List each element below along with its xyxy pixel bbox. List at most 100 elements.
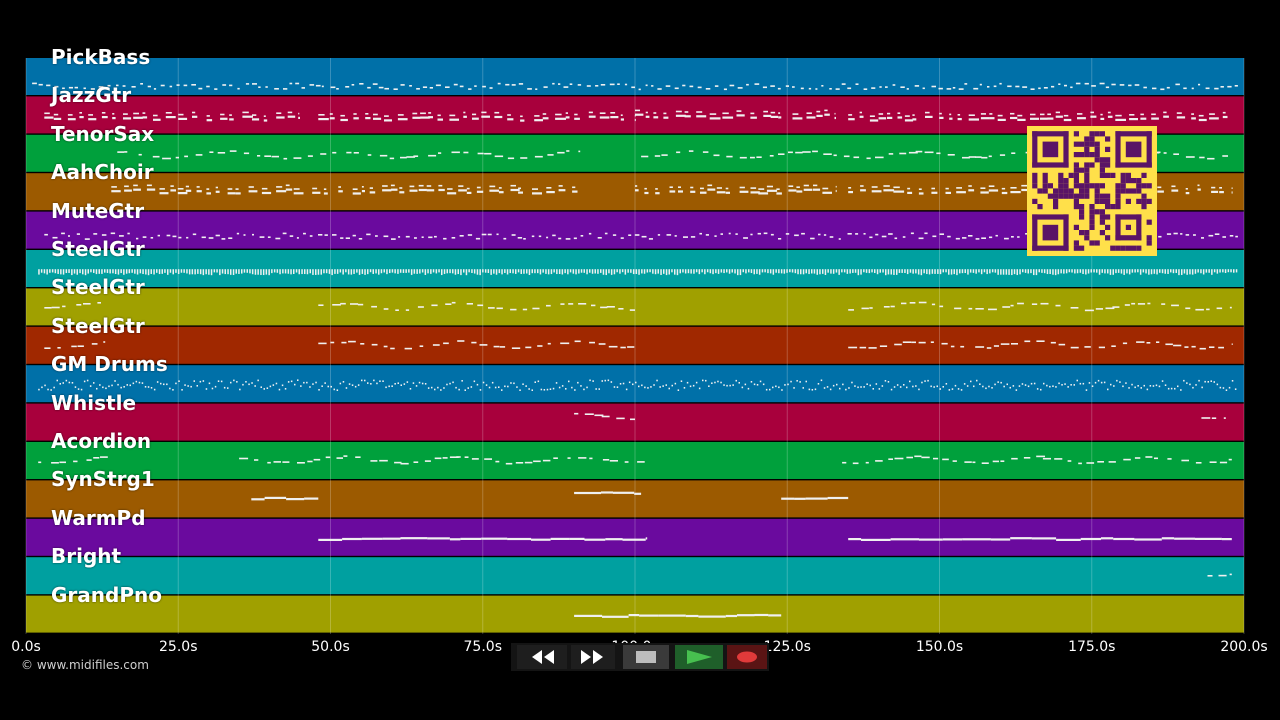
note [490,269,492,275]
note [619,269,621,274]
note [706,269,709,273]
note [431,304,438,307]
play-button[interactable] [675,645,723,669]
note [1140,387,1142,389]
note [110,232,116,235]
note [625,388,628,391]
note [441,269,443,276]
note [366,233,371,236]
note [442,457,448,459]
note [580,385,582,387]
note [989,269,991,274]
note [645,111,648,114]
note [1191,269,1194,275]
note [1010,304,1014,307]
note [546,388,549,391]
rewind-button[interactable] [517,645,567,669]
note [697,86,702,89]
note [1101,537,1114,540]
note [785,233,790,235]
note [54,269,57,274]
note [397,118,408,121]
note [754,83,760,85]
note [580,235,584,237]
note [170,189,176,192]
note [53,113,59,116]
note [1234,85,1238,87]
note [1085,389,1088,391]
note [289,235,294,237]
note [574,491,601,495]
note [853,156,860,159]
note [820,379,823,382]
note [1000,460,1005,462]
note [372,83,378,85]
fast-forward-button[interactable] [571,645,615,669]
note [997,114,1003,117]
note [739,190,749,193]
note [1185,234,1190,236]
note [367,382,369,384]
note [287,111,293,114]
note [249,269,251,274]
note [1150,269,1153,275]
note [925,111,930,114]
note [123,113,128,115]
note [714,235,717,237]
note [515,462,524,464]
track-lane [26,365,1244,403]
note [159,188,165,190]
record-button[interactable] [727,645,767,669]
note [887,116,893,119]
note [1117,269,1120,273]
note [968,235,973,237]
note [1038,269,1040,273]
note [1030,117,1040,120]
note [520,269,522,274]
note [101,234,107,236]
note [775,269,777,273]
note [96,387,98,390]
note [778,238,782,240]
note [1010,191,1021,194]
note [534,119,543,122]
note [658,614,686,617]
note [345,269,347,273]
note [921,381,923,384]
note [235,192,241,195]
note [263,119,268,122]
note [726,269,728,273]
note [287,115,296,118]
note [479,269,481,276]
note [1077,117,1086,120]
note [575,269,577,275]
note [605,538,623,541]
note [1173,153,1179,155]
note [865,461,869,464]
note [443,342,449,345]
note [904,115,910,117]
note [964,269,966,274]
note [267,236,271,238]
note [153,269,155,275]
note [1055,386,1057,388]
note [555,117,566,120]
note [1235,269,1238,273]
note [712,269,714,275]
note [353,269,355,274]
note [567,457,571,459]
note [945,187,949,190]
note [665,85,671,87]
note [466,303,473,305]
note [340,302,346,305]
note [1010,537,1032,540]
note [169,85,173,88]
note [654,269,657,275]
note [701,269,703,273]
note [351,84,355,86]
note [1100,113,1103,116]
note [360,343,365,345]
note [848,191,853,194]
stop-button[interactable] [623,645,669,669]
note [577,84,582,86]
